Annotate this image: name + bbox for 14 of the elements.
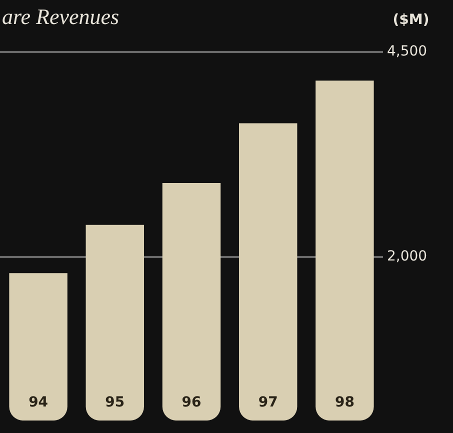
- x-tick-label: 97: [258, 394, 278, 411]
- x-tick-label: 96: [182, 394, 202, 411]
- bar: [316, 80, 374, 421]
- bar: [9, 273, 68, 421]
- y-tick-label: 2,000: [387, 248, 428, 264]
- bar: [86, 224, 144, 421]
- x-tick-label: 98: [334, 394, 354, 411]
- bar: [162, 183, 221, 421]
- chart-title: are Revenues: [2, 4, 120, 29]
- y-axis-title: ($M): [392, 12, 430, 28]
- bar: [238, 123, 298, 421]
- y-tick-label: 4,500: [387, 44, 428, 60]
- x-tick-label: 95: [105, 394, 125, 411]
- x-tick-label: 94: [28, 394, 48, 411]
